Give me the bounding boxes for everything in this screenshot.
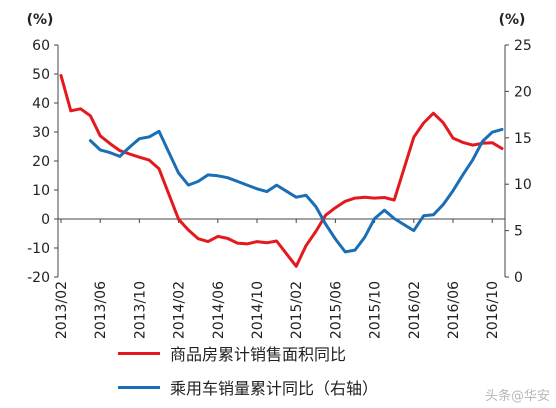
x-tick-label: 2015/06 [328,281,344,339]
left-axis-unit: (%) [27,12,54,28]
x-tick-label: 2016/10 [485,281,501,339]
left-tick-label: 20 [32,154,50,170]
watermark: 头条@华安 [484,389,550,404]
x-tick-label: 2014/06 [211,281,227,339]
legend-swatch-car-sales [118,386,160,389]
x-tick-label: 2013/06 [93,281,109,339]
left-tick-label: 0 [41,212,50,228]
left-tick-label: 10 [32,183,50,199]
right-tick-label: 10 [514,177,532,193]
left-tick-label: -20 [27,270,50,286]
left-tick-label: 40 [32,96,50,112]
axes [57,45,506,277]
legend-item-sales-area: 商品房累计销售面积同比 [118,338,538,368]
legend-label-car-sales: 乘用车销量累计同比（右轴） [170,379,379,398]
x-axis-ticks: 2013/02 2013/06 2013/10 2014/02 2014/06 2014/… [54,219,501,339]
x-tick-label: 2016/02 [407,281,423,339]
series-layer [59,74,504,268]
right-axis-ticks: 25 20 15 10 5 0 [505,38,532,286]
left-tick-label: 50 [32,67,50,83]
right-tick-label: 15 [514,131,532,147]
right-tick-label: 20 [514,84,532,100]
right-tick-label: 0 [514,270,523,286]
x-tick-label: 2015/10 [368,281,384,339]
right-tick-label: 25 [514,38,532,54]
legend-item-car-sales: 乘用车销量累计同比（右轴） [118,372,538,402]
x-tick-label: 2013/10 [132,281,148,339]
x-tick-label: 2014/02 [172,281,188,339]
x-tick-label: 2016/06 [446,281,462,339]
series-line-sales-area [59,74,504,268]
right-axis-unit: (%) [499,12,526,28]
right-tick-label: 5 [514,224,523,240]
left-tick-label: -10 [27,241,50,257]
legend-label-sales-area: 商品房累计销售面积同比 [170,345,347,364]
legend-swatch-sales-area [118,352,160,355]
left-tick-label: 60 [32,38,50,54]
x-tick-label: 2015/02 [289,281,305,339]
x-tick-label: 2013/02 [54,281,70,339]
series-line-car-sales [88,127,504,254]
left-tick-label: 30 [32,125,50,141]
x-tick-label: 2014/10 [250,281,266,339]
left-axis-ticks: 60 50 40 30 20 10 0 -10 -20 [27,38,58,286]
